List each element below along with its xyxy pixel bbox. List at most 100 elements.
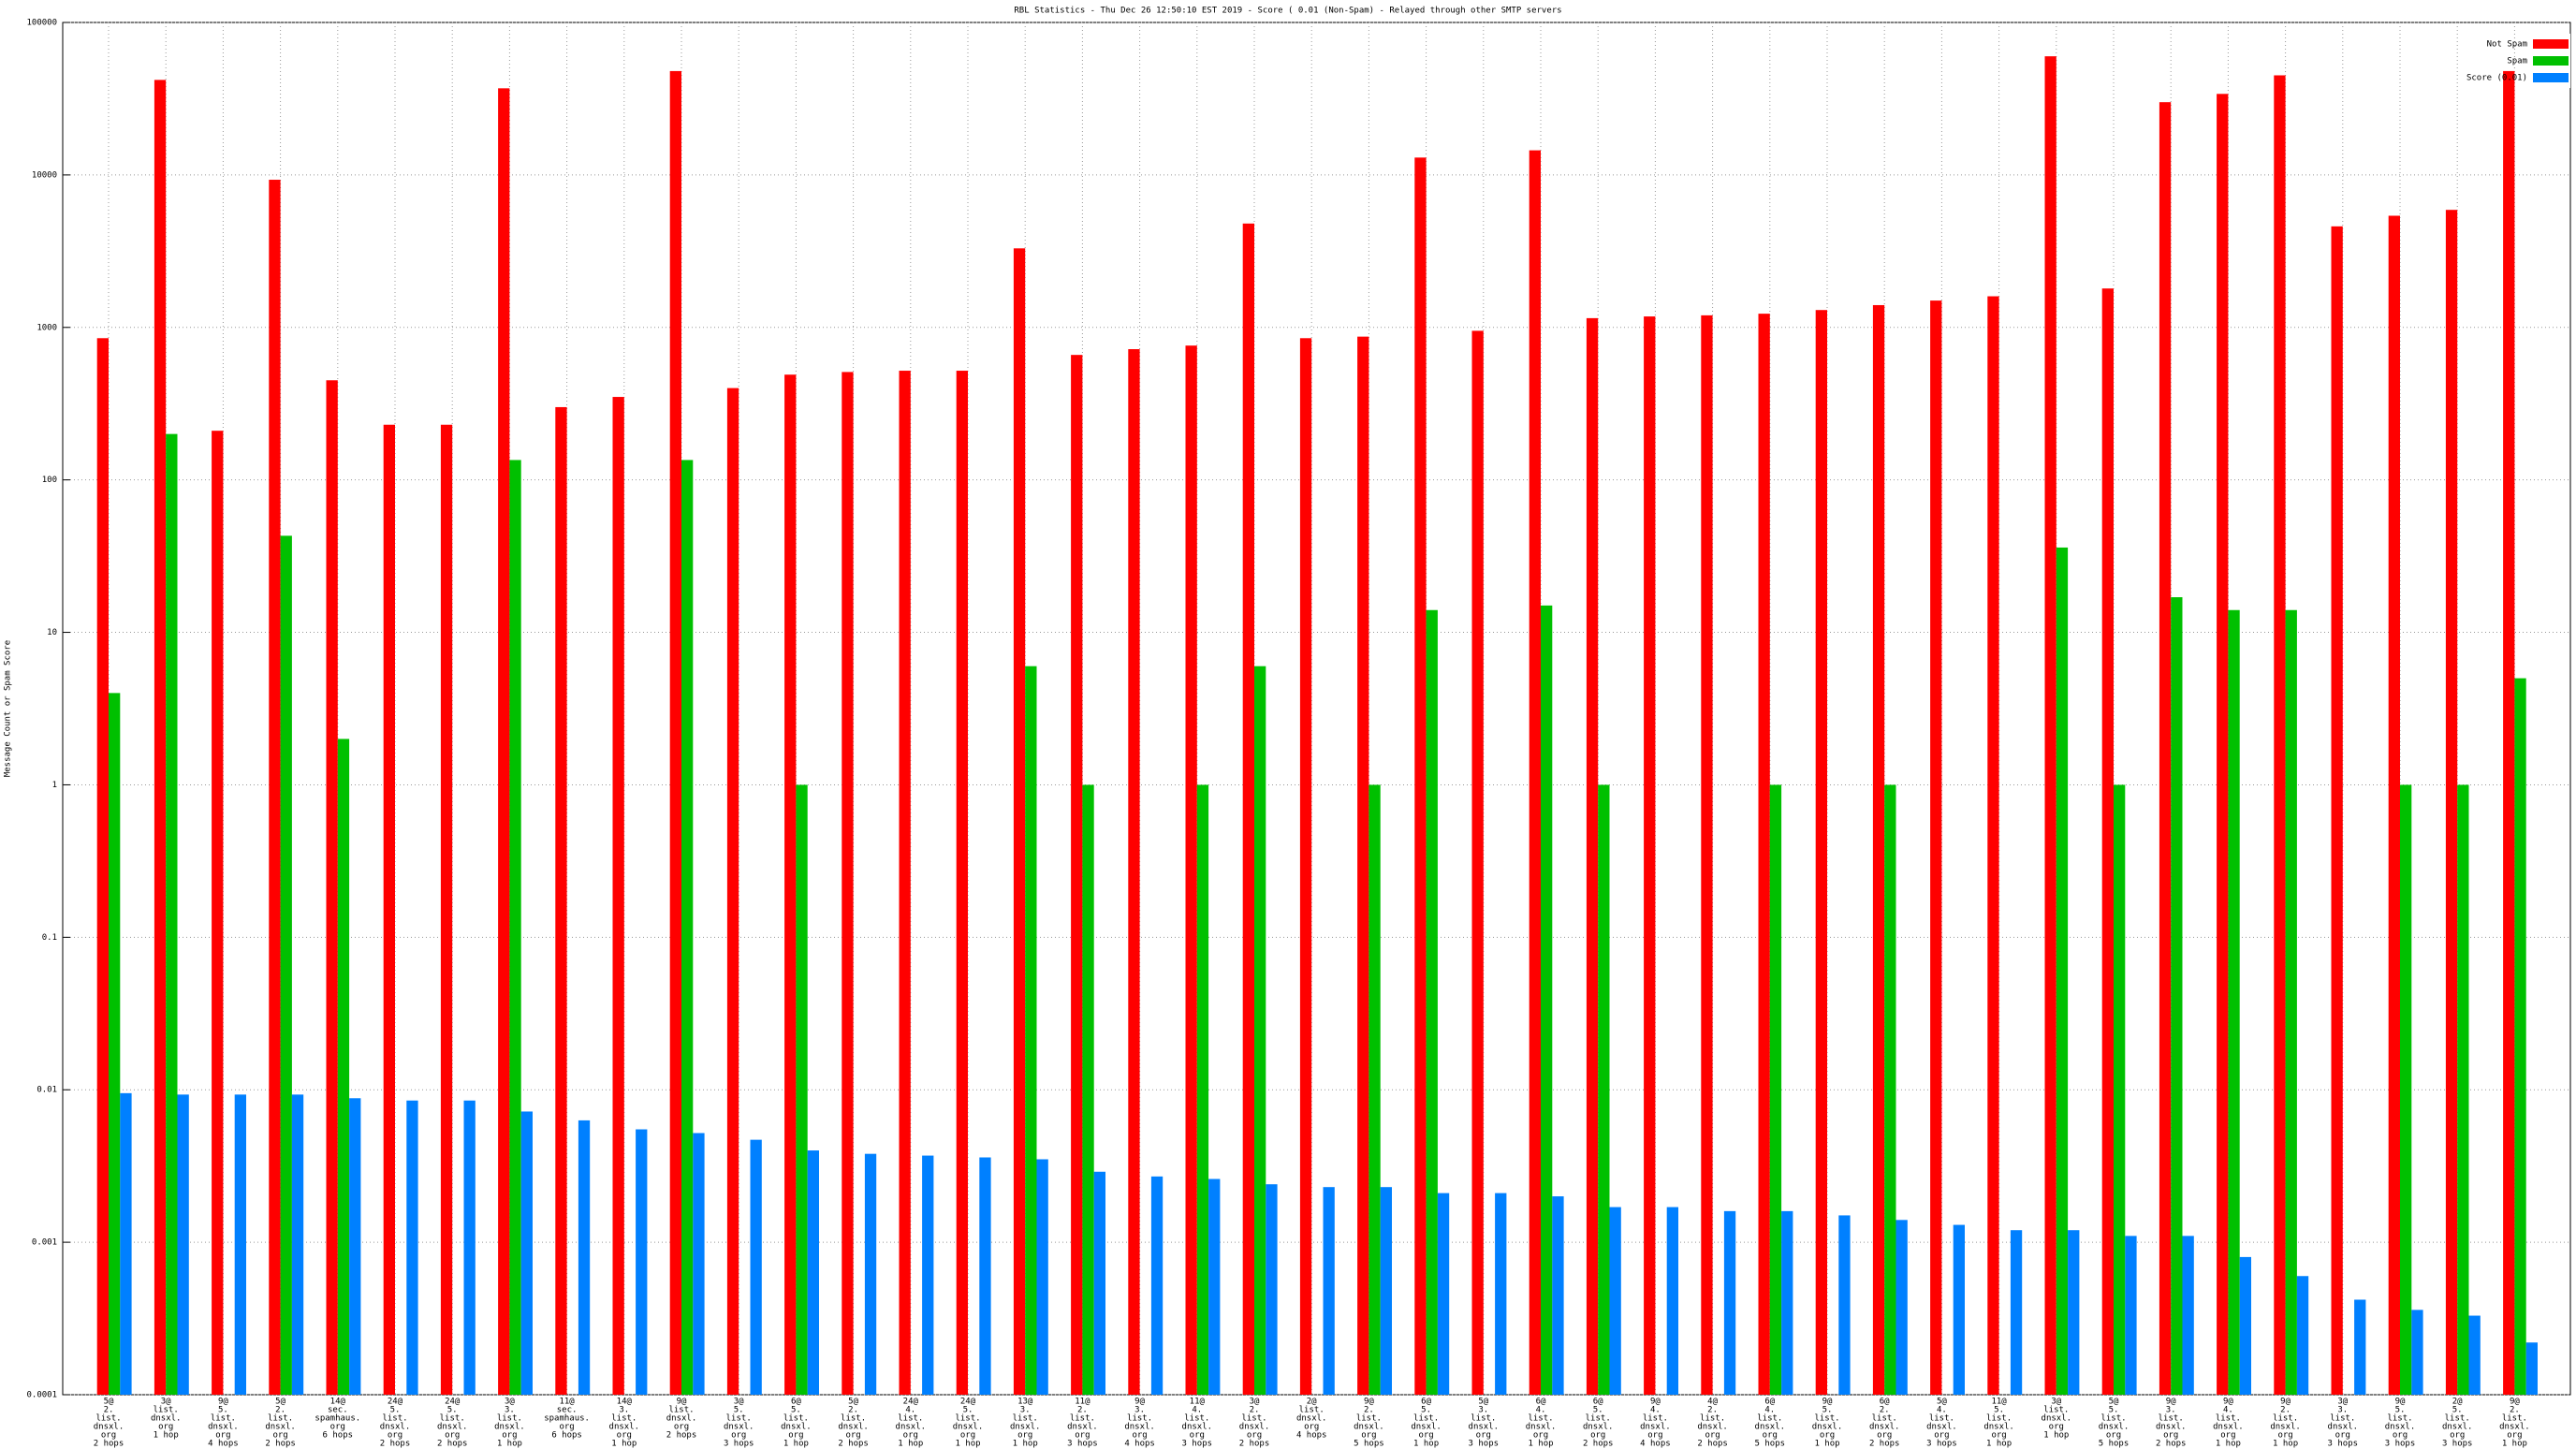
x-tick-label: 5. — [390, 1406, 401, 1415]
bar — [1495, 1193, 1507, 1395]
x-tick-label: 4. — [905, 1406, 915, 1415]
bar — [1758, 314, 1770, 1395]
x-tick-label: list. — [668, 1406, 694, 1415]
x-tick-label: 3@ — [161, 1398, 171, 1407]
bar — [2239, 1256, 2251, 1395]
x-tick-label: dnsxl. — [953, 1423, 984, 1432]
bar — [1930, 300, 1942, 1395]
x-tick-label: 5@ — [848, 1398, 858, 1407]
x-tick-label: dnsxl. — [2156, 1423, 2187, 1432]
bar — [120, 1092, 132, 1395]
x-tick-label: 9@ — [1134, 1398, 1145, 1407]
bar — [1884, 784, 1896, 1395]
bar — [2274, 75, 2286, 1396]
x-tick-label: sec. — [328, 1406, 348, 1415]
x-tick-label: 6@ — [791, 1398, 801, 1407]
x-tick-label: dnsxl. — [265, 1423, 296, 1432]
bar — [1471, 330, 1484, 1395]
bar — [383, 424, 395, 1395]
x-tick-label: list. — [783, 1414, 809, 1424]
x-tick-label: spamhaus. — [315, 1414, 360, 1424]
x-tick-label: dnsxl. — [2442, 1423, 2473, 1432]
x-tick-label: org — [1533, 1431, 1548, 1441]
bar — [612, 397, 624, 1395]
x-tick-label: dnsxl. — [1411, 1423, 1442, 1432]
x-tick-label: 9@ — [2395, 1398, 2406, 1407]
x-tick-label: dnsxl. — [838, 1423, 869, 1432]
x-tick-label: org — [1361, 1431, 1376, 1441]
bar — [726, 388, 739, 1395]
x-tick-label: dnsxl. — [2099, 1423, 2130, 1432]
x-tick-label: dnsxl. — [1296, 1414, 1327, 1424]
x-tick-label: 5 hops — [1354, 1440, 1384, 1449]
bar — [1598, 784, 1610, 1395]
bar — [899, 371, 911, 1395]
x-tick-label: list. — [1872, 1414, 1897, 1424]
x-tick-label: org — [1991, 1431, 2006, 1441]
x-tick-label: 9@ — [2510, 1398, 2520, 1407]
bar — [1701, 315, 1713, 1396]
x-tick-label: list. — [955, 1414, 980, 1424]
x-tick-label: 24@ — [903, 1398, 919, 1407]
x-tick-label: 6 hops — [551, 1431, 582, 1441]
bar — [1071, 355, 1083, 1395]
y-tick-label: 0.001 — [32, 1238, 57, 1248]
x-tick-label: 3 hops — [2385, 1440, 2416, 1449]
bar — [1242, 223, 1254, 1395]
bar — [2411, 1310, 2423, 1395]
x-tick-label: 4. — [1650, 1406, 1661, 1415]
x-tick-label: org — [1934, 1431, 1949, 1441]
bar — [2503, 70, 2515, 1396]
bar — [1723, 1210, 1736, 1395]
x-tick-label: 3. — [1134, 1406, 1145, 1415]
x-tick-label: 4 hops — [208, 1440, 239, 1449]
bar — [2228, 609, 2240, 1395]
bar — [1953, 1224, 1965, 1395]
x-tick-label: spamhaus. — [544, 1414, 590, 1424]
x-tick-label: list. — [1413, 1414, 1439, 1424]
x-tick-label: 2. — [848, 1406, 858, 1415]
x-tick-label: dnsxl. — [1124, 1423, 1155, 1432]
bar — [1208, 1178, 1221, 1395]
x-tick-label: list. — [2100, 1414, 2126, 1424]
bar — [1093, 1171, 1105, 1395]
bar — [440, 424, 453, 1395]
x-tick-label: 9@ — [2280, 1398, 2291, 1407]
x-tick-label: 2 hops — [437, 1440, 468, 1449]
x-tick-label: dnsxl. — [896, 1423, 927, 1432]
x-tick-label: 1 hop — [1413, 1440, 1439, 1449]
x-tick-label: list. — [611, 1414, 637, 1424]
x-tick-label: 4. — [1192, 1406, 1202, 1415]
x-tick-label: 3. — [1020, 1406, 1031, 1415]
bar — [750, 1139, 762, 1395]
bar — [1644, 316, 1656, 1396]
x-tick-label: 5@ — [104, 1398, 114, 1407]
x-tick-label: dnsxl. — [1812, 1423, 1843, 1432]
x-tick-label: list. — [2330, 1414, 2355, 1424]
x-tick-label: 1 hop — [2216, 1440, 2241, 1449]
x-tick-label: org — [101, 1431, 116, 1441]
x-tick-label: list. — [2043, 1406, 2069, 1415]
x-tick-label: dnsxl. — [1182, 1423, 1213, 1432]
x-tick-label: dnsxl. — [1010, 1423, 1041, 1432]
x-tick-label: 2 hops — [1697, 1440, 1728, 1449]
x-tick-label: dnsxl. — [1469, 1423, 1500, 1432]
x-tick-label: 3 hops — [1926, 1440, 1957, 1449]
x-tick-label: 5. — [734, 1406, 744, 1415]
bar — [636, 1129, 648, 1395]
x-tick-label: list. — [841, 1414, 866, 1424]
x-tick-label: org — [845, 1431, 860, 1441]
x-tick-label: 5@ — [1937, 1398, 1947, 1407]
bar — [1872, 304, 1885, 1396]
x-tick-label: 24@ — [960, 1398, 976, 1407]
x-tick-label: 2. — [1250, 1406, 1260, 1415]
bar — [1368, 784, 1381, 1395]
x-tick-label: 6 hops — [323, 1431, 354, 1441]
bar — [842, 372, 854, 1395]
bar — [280, 535, 292, 1395]
x-tick-label: org — [1705, 1431, 1720, 1441]
bar — [2068, 1230, 2080, 1395]
x-tick-label: 5. — [2395, 1406, 2406, 1415]
x-tick-label: dnsxl. — [94, 1423, 124, 1432]
